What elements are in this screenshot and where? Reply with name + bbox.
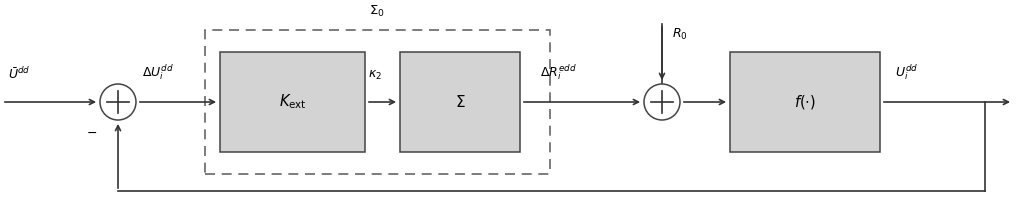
Text: $\Sigma_0$: $\Sigma_0$ — [370, 4, 385, 19]
Text: $K_{\mathrm{ext}}$: $K_{\mathrm{ext}}$ — [279, 93, 306, 111]
Text: $-$: $-$ — [87, 125, 98, 139]
Bar — [400, 52, 520, 152]
Bar — [205, 30, 550, 174]
Text: $U_i^{dd}$: $U_i^{dd}$ — [895, 62, 918, 82]
Text: $\Sigma$: $\Sigma$ — [455, 94, 465, 110]
Text: $\bar{U}^{dd}$: $\bar{U}^{dd}$ — [8, 66, 31, 82]
Text: $R_0$: $R_0$ — [672, 27, 688, 42]
Text: $f(\cdot)$: $f(\cdot)$ — [794, 93, 816, 111]
Text: $\kappa_2$: $\kappa_2$ — [367, 69, 382, 82]
Text: $\Delta U_i^{dd}$: $\Delta U_i^{dd}$ — [142, 62, 174, 82]
Text: $\Delta R_i^{edd}$: $\Delta R_i^{edd}$ — [540, 62, 576, 82]
Bar — [220, 52, 365, 152]
Bar — [730, 52, 880, 152]
